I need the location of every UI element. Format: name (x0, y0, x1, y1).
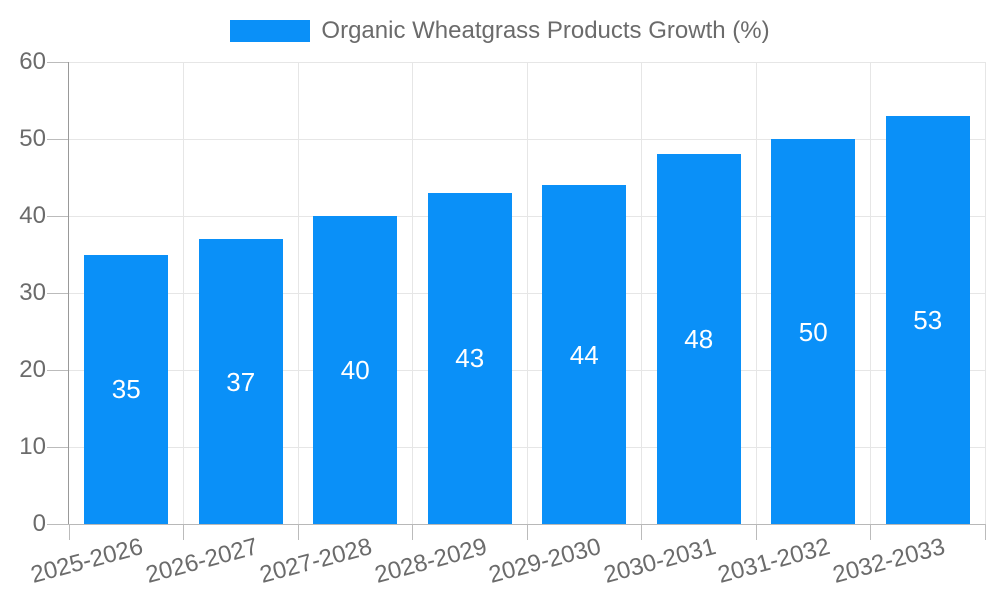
y-tick-mark (47, 446, 69, 448)
y-axis-line (68, 62, 69, 524)
bar (771, 139, 856, 524)
bar-value-label: 50 (798, 316, 828, 347)
y-axis-label: 60 (19, 48, 46, 75)
v-gridline (641, 62, 642, 524)
y-tick-mark (47, 61, 69, 63)
v-gridline (984, 62, 986, 524)
v-gridline (755, 62, 757, 524)
x-tick-mark (870, 524, 871, 540)
x-tick-mark (412, 524, 413, 540)
bar (656, 154, 741, 524)
v-gridline (183, 62, 184, 524)
y-axis-label: 0 (32, 510, 46, 537)
x-axis-label: 2031-2032 (715, 533, 834, 589)
v-gridline (412, 62, 413, 524)
x-tick-mark (641, 524, 642, 540)
v-gridline (526, 62, 528, 524)
x-tick-mark (68, 524, 70, 540)
bar-value-label: 40 (340, 355, 370, 385)
x-axis-label: 2025-2026 (28, 533, 147, 589)
x-axis-line (69, 523, 985, 525)
y-axis-label: 10 (19, 433, 46, 460)
bar (84, 254, 169, 524)
y-axis-label: 40 (19, 202, 46, 229)
bar (427, 192, 512, 524)
x-axis-label: 2026-2027 (142, 533, 261, 589)
y-tick-mark (47, 292, 69, 294)
y-tick-mark (47, 138, 69, 140)
x-tick-mark (526, 524, 528, 540)
y-axis-label: 20 (19, 356, 46, 383)
bar-value-label: 43 (455, 343, 485, 374)
bar-value-label: 35 (111, 374, 141, 405)
bar (885, 115, 970, 524)
y-axis-label: 30 (19, 279, 46, 306)
y-tick-mark (47, 215, 69, 217)
x-axis-label: 2032-2033 (829, 533, 948, 589)
x-axis-label: 2029-2030 (486, 533, 605, 589)
bar-value-label: 48 (684, 324, 714, 355)
legend-label: Organic Wheatgrass Products Growth (%) (321, 17, 770, 44)
bar-value-label: 44 (569, 339, 599, 370)
x-axis-label: 2030-2031 (600, 533, 719, 589)
x-axis-label: 2028-2029 (371, 533, 490, 589)
y-axis-label: 50 (19, 125, 46, 152)
x-tick-mark (183, 524, 184, 540)
legend-swatch (230, 20, 311, 42)
v-gridline (297, 62, 299, 524)
x-axis-label: 2027-2028 (257, 533, 376, 589)
x-tick-mark (984, 524, 986, 540)
bar (198, 239, 283, 524)
x-tick-mark (297, 524, 299, 540)
x-tick-mark (755, 524, 757, 540)
chart-legend[interactable]: Organic Wheatgrass Products Growth (%) (0, 17, 1000, 45)
bar-value-label: 53 (913, 304, 943, 335)
bar-value-label: 37 (226, 366, 256, 397)
y-tick-mark (47, 369, 69, 371)
bar (313, 216, 398, 524)
y-tick-mark (47, 523, 69, 525)
bar (542, 185, 627, 524)
v-gridline (870, 62, 871, 524)
